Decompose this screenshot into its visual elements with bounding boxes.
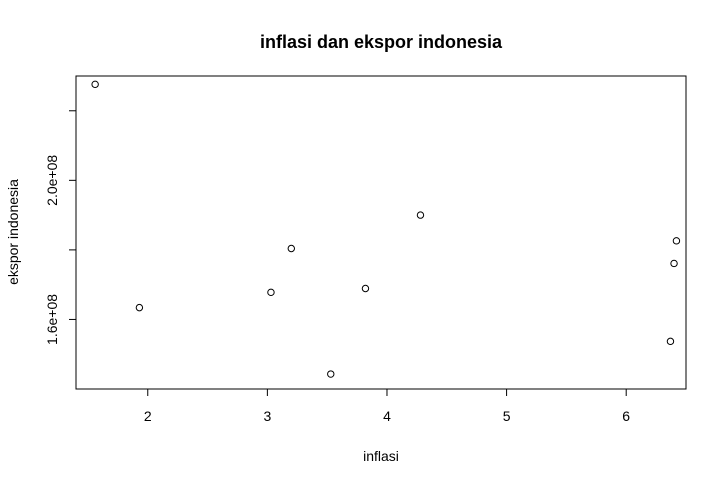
data-points [91, 80, 681, 378]
x-tick-label: 3 [263, 408, 271, 424]
data-point [287, 244, 295, 253]
chart-title: inflasi dan ekspor indonesia [260, 32, 503, 52]
x-tick-label: 2 [144, 408, 152, 424]
y-tick-label: 1.6e+08 [44, 294, 60, 345]
x-tick-label: 6 [622, 408, 630, 424]
data-point [416, 211, 425, 219]
data-point [135, 303, 144, 312]
y-axis: 1.6e+08 2.0e+08 [44, 110, 77, 345]
x-tick-label: 4 [383, 408, 391, 424]
x-tick-label: 5 [503, 408, 511, 424]
x-axis: 2 3 4 5 6 [144, 388, 630, 424]
data-point [361, 284, 370, 293]
data-point [267, 288, 275, 297]
plot-frame [75, 75, 687, 390]
x-axis-label: inflasi [363, 448, 399, 464]
y-tick-label: 2.0e+08 [44, 155, 60, 206]
data-point [91, 80, 99, 89]
data-point [672, 237, 681, 245]
data-point [670, 259, 678, 268]
data-point [666, 337, 675, 346]
y-axis-label: ekspor indonesia [5, 179, 21, 285]
data-point [327, 370, 335, 378]
